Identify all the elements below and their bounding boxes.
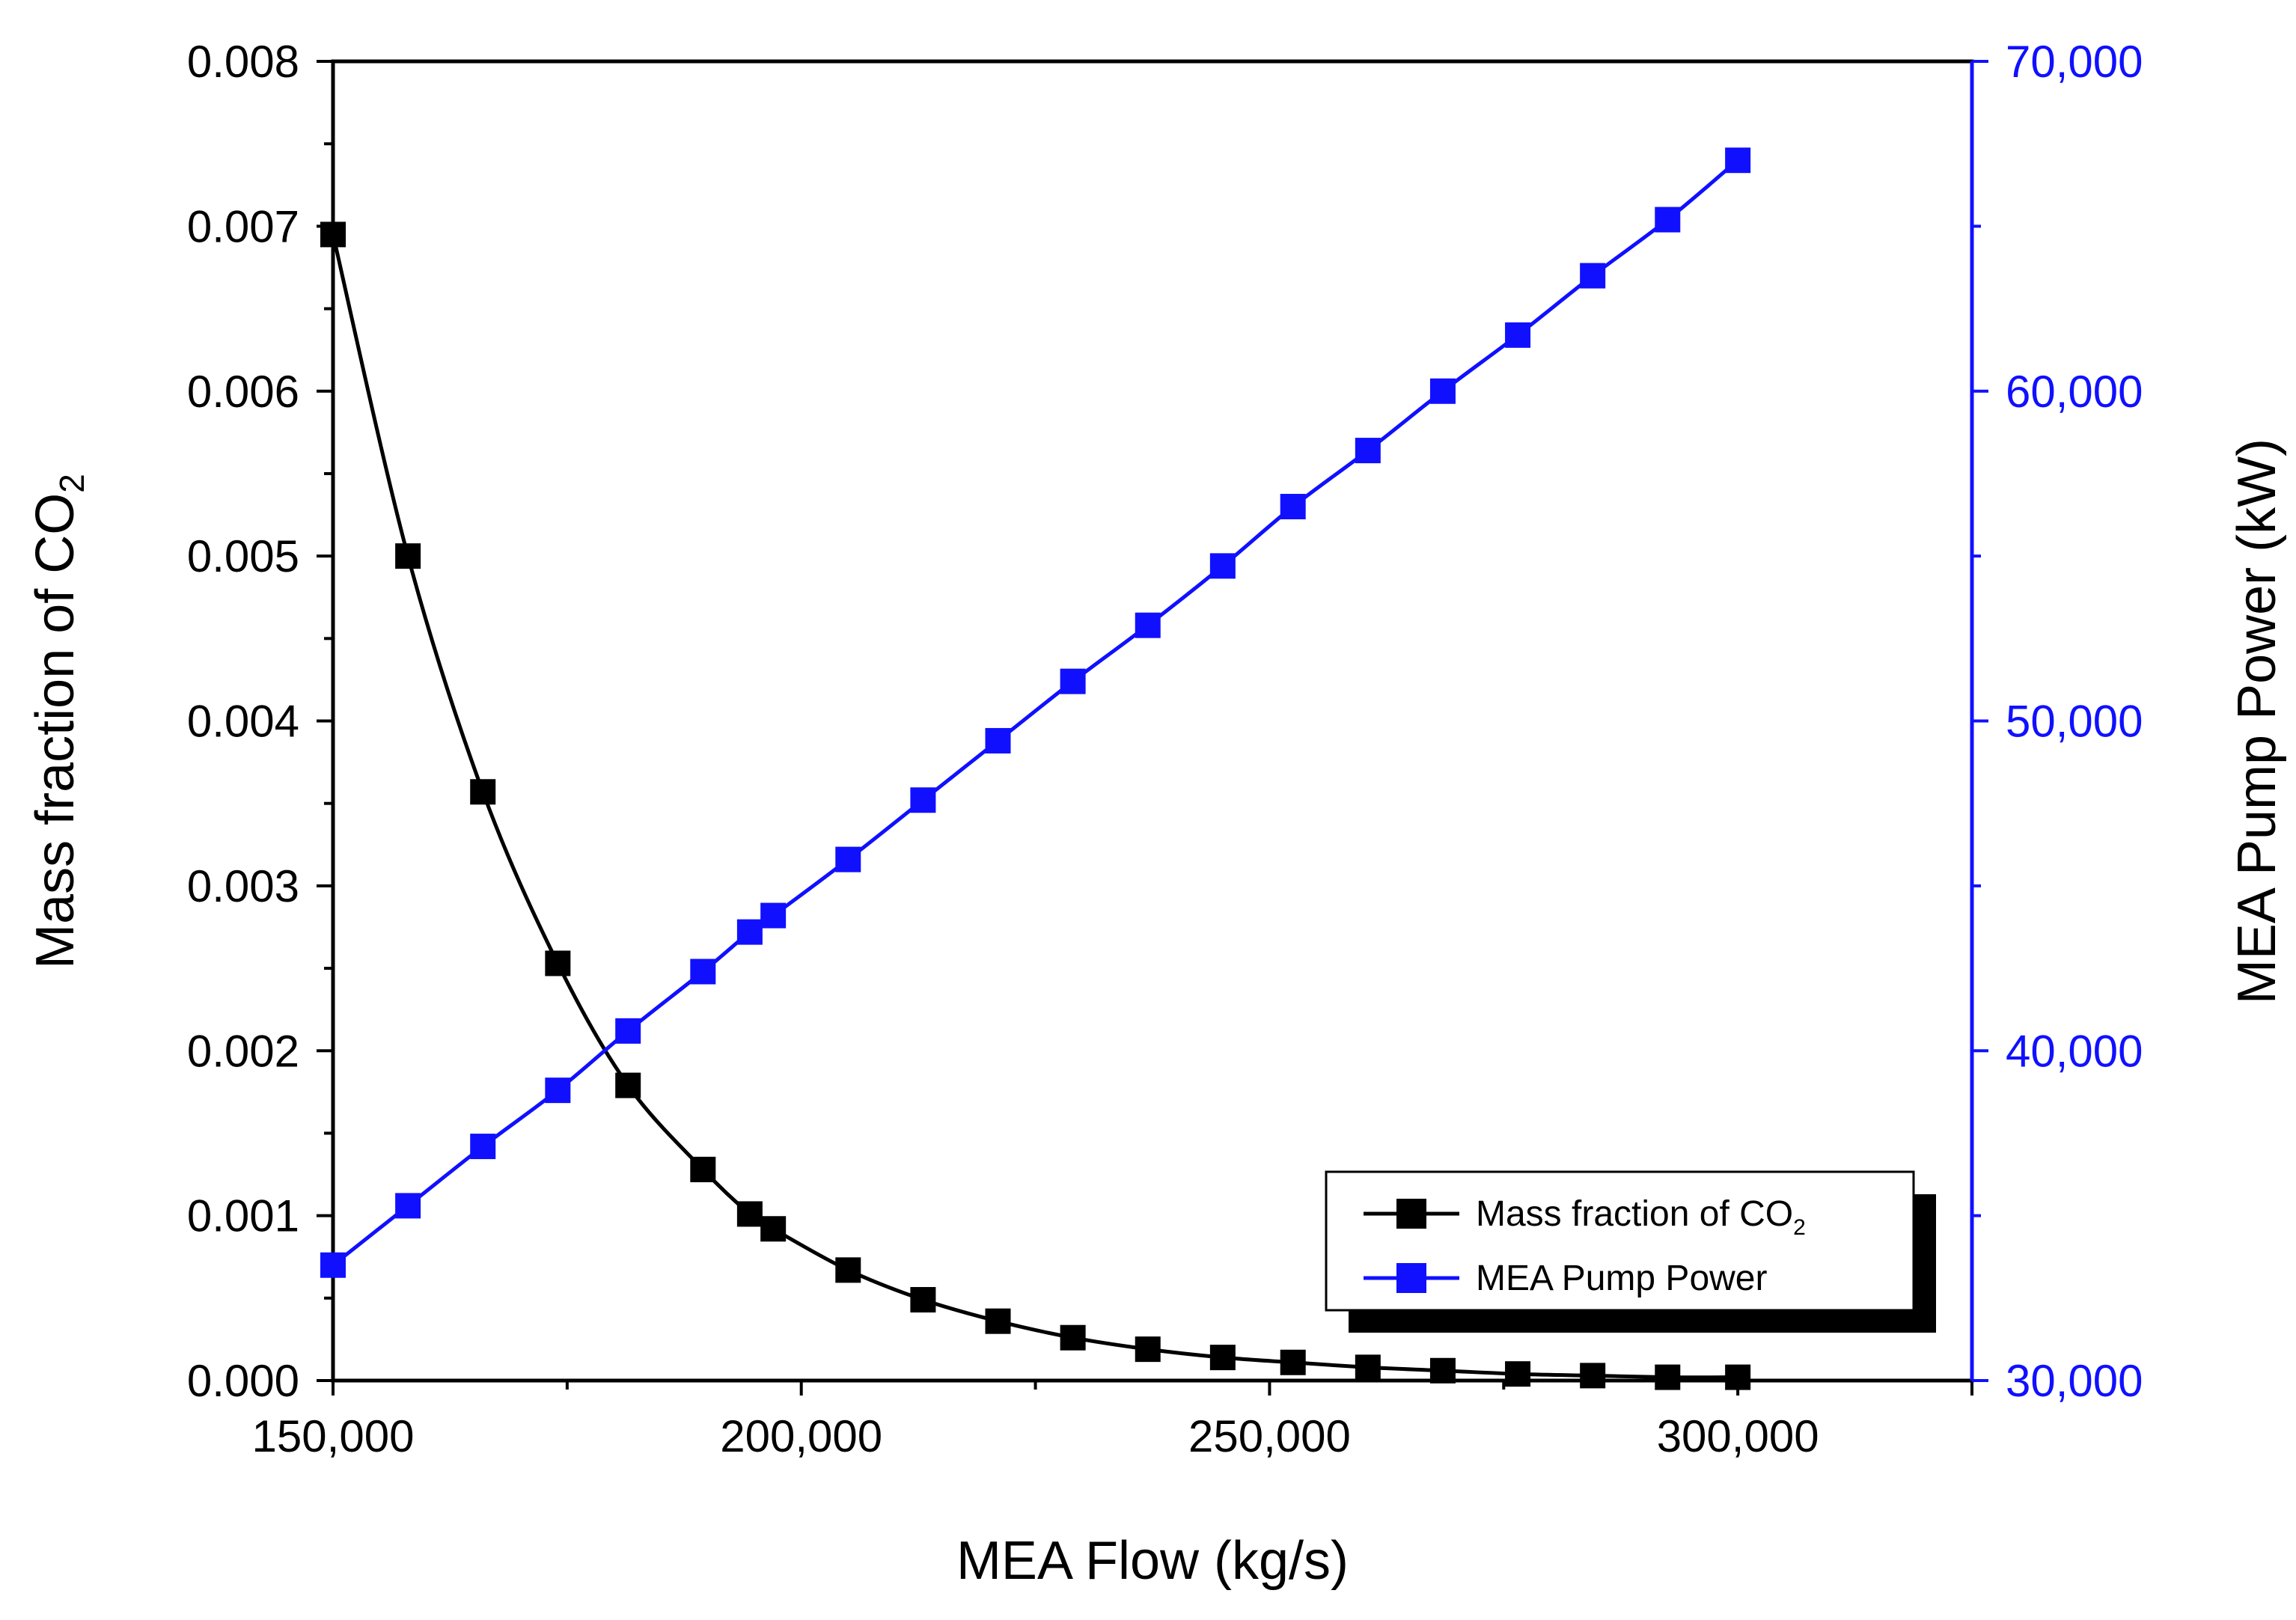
data-point-pump-power: [1280, 494, 1306, 520]
data-point-pump-power: [1135, 612, 1161, 638]
legend-label-co2-subscript: 2: [1793, 1215, 1806, 1240]
x-tick-label: 250,000: [1188, 1411, 1351, 1461]
right-tick-label: 50,000: [2006, 697, 2143, 747]
data-point-co2: [835, 1257, 861, 1283]
x-tick-label: 200,000: [720, 1411, 882, 1461]
series-layer: [320, 147, 1751, 1390]
left-tick-label: 0.001: [187, 1191, 299, 1241]
data-point-pump-power: [615, 1018, 641, 1044]
data-point-pump-power: [1655, 207, 1681, 233]
data-point-co2: [736, 1201, 763, 1227]
data-point-co2: [615, 1072, 641, 1098]
data-point-pump-power: [470, 1134, 496, 1160]
data-point-pump-power: [985, 727, 1011, 754]
data-point-co2: [1060, 1324, 1086, 1351]
data-point-co2: [1355, 1354, 1381, 1381]
data-point-co2: [395, 543, 421, 569]
left-axis-title-subscript: 2: [52, 474, 91, 493]
data-point-pump-power: [835, 846, 861, 872]
data-point-co2: [910, 1287, 936, 1313]
data-point-co2: [1655, 1364, 1681, 1390]
data-point-co2: [985, 1308, 1011, 1334]
data-point-co2: [1135, 1336, 1161, 1363]
left-tick-label: 0.004: [187, 697, 299, 747]
data-point-pump-power: [545, 1078, 571, 1104]
left-tick-label: 0.006: [187, 367, 299, 417]
data-point-pump-power: [736, 919, 763, 945]
left-tick-label: 0.008: [187, 37, 299, 87]
data-point-co2: [1580, 1363, 1606, 1389]
right-axis-ticks: 30,000 40,000 50,000 60,000 70,000: [1972, 37, 2143, 1406]
data-point-co2: [1429, 1357, 1456, 1384]
left-axis-ticks: 0.000 0.001 0.002 0.003 0.004 0.005 0.006 0.007…: [187, 37, 333, 1406]
data-point-pump-power: [690, 959, 716, 985]
left-tick-label: 0.005: [187, 531, 299, 581]
data-point-pump-power: [1505, 322, 1531, 348]
left-tick-label: 0.000: [187, 1356, 299, 1406]
left-tick-label: 0.003: [187, 861, 299, 911]
data-point-co2: [470, 779, 496, 805]
left-axis-title-main: Mass fraction of CO: [25, 493, 85, 969]
x-tick-label: 150,000: [252, 1411, 415, 1461]
data-point-pump-power: [760, 902, 787, 929]
x-axis-title: MEA Flow (kg/s): [956, 1531, 1349, 1591]
left-tick-label: 0.002: [187, 1026, 299, 1076]
data-point-co2: [320, 221, 346, 248]
legend: Mass fraction of CO2 MEA Pump Power: [1325, 1170, 1936, 1333]
x-axis-ticks: 150,000 200,000 250,000 300,000: [252, 1381, 1973, 1461]
data-point-co2: [1725, 1364, 1751, 1390]
data-point-pump-power: [1355, 438, 1381, 464]
data-point-pump-power: [1725, 147, 1751, 174]
data-point-co2: [1505, 1361, 1531, 1387]
legend-marker-pump: [1396, 1263, 1426, 1293]
data-point-pump-power: [320, 1252, 346, 1278]
legend-marker-co2: [1396, 1199, 1426, 1229]
data-point-pump-power: [395, 1193, 421, 1219]
right-tick-label: 30,000: [2006, 1356, 2143, 1406]
data-point-pump-power: [910, 787, 936, 813]
data-point-co2: [1280, 1349, 1306, 1375]
data-point-co2: [690, 1156, 716, 1182]
data-point-pump-power: [1580, 263, 1606, 289]
right-axis-title: MEA Pump Power (kW): [2227, 438, 2287, 1004]
legend-label-pump: MEA Pump Power: [1476, 1259, 1768, 1298]
left-tick-label: 0.007: [187, 201, 299, 251]
right-tick-label: 60,000: [2006, 367, 2143, 417]
legend-label-co2: Mass fraction of CO2: [1476, 1194, 1806, 1240]
data-point-co2: [1209, 1345, 1236, 1371]
right-tick-label: 40,000: [2006, 1026, 2143, 1076]
data-point-pump-power: [1209, 553, 1236, 579]
data-point-co2: [760, 1216, 787, 1242]
right-tick-label: 70,000: [2006, 37, 2143, 87]
data-point-pump-power: [1060, 668, 1086, 694]
left-axis-title: Mass fraction of CO2: [25, 474, 91, 969]
x-tick-label: 300,000: [1657, 1411, 1819, 1461]
data-point-co2: [545, 950, 571, 976]
data-point-pump-power: [1429, 378, 1456, 404]
